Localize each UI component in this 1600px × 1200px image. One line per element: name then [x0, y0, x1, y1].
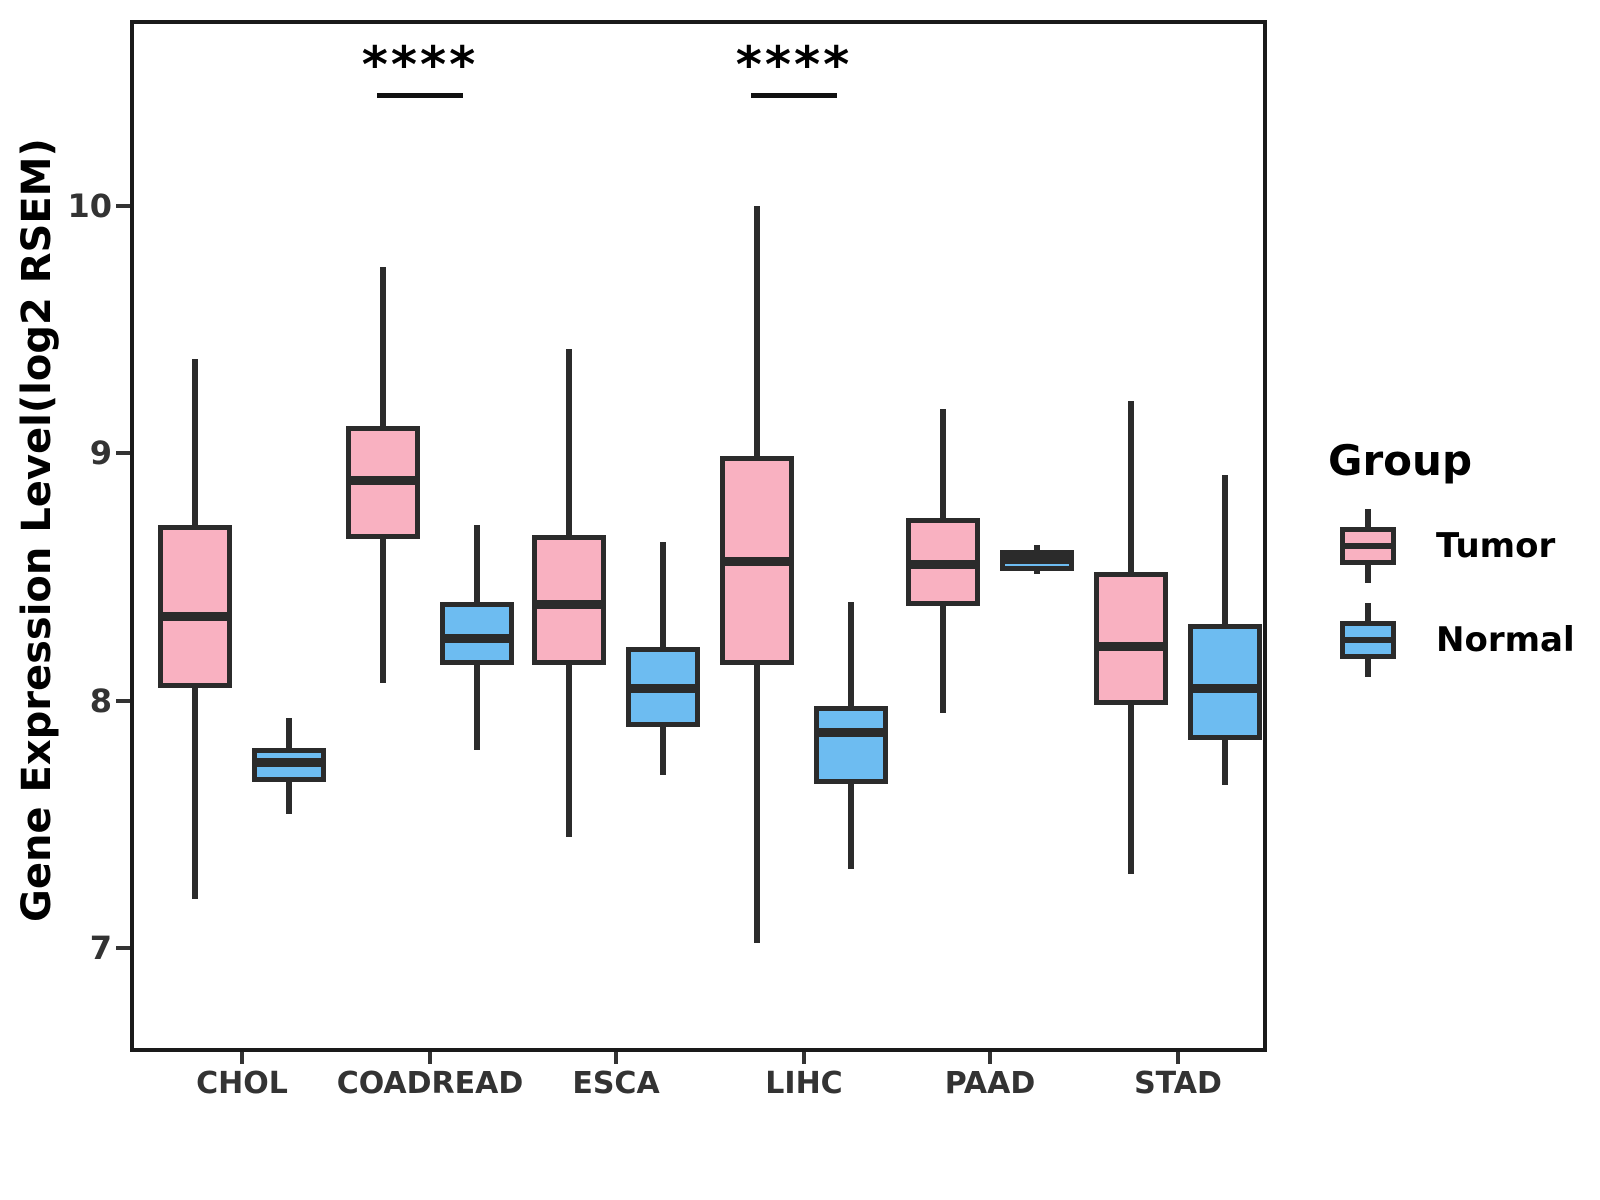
x-axis-label-STAD: STAD	[1134, 1066, 1222, 1101]
median-Normal-LIHC	[814, 728, 888, 738]
whisker-upper-Tumor-ESCA	[566, 349, 572, 538]
legend-title: Group	[1328, 436, 1473, 485]
median-Tumor-ESCA	[532, 599, 606, 609]
whisker-lower-Tumor-STAD	[1128, 703, 1134, 874]
median-Normal-PAAD	[1000, 555, 1074, 564]
whisker-upper-Normal-COADREAD	[474, 524, 480, 605]
x-axis-tick-STAD	[1176, 1052, 1180, 1064]
legend-item-normal: Normal	[1328, 601, 1575, 679]
y-axis-tick-7	[116, 946, 130, 951]
box-Tumor-CHOL	[158, 525, 232, 688]
median-Tumor-PAAD	[906, 559, 980, 569]
whisker-upper-Normal-STAD	[1222, 475, 1228, 627]
tumor-boxplot-key-icon	[1328, 507, 1408, 585]
x-axis-label-ESCA: ESCA	[572, 1066, 660, 1101]
whisker-lower-Normal-LIHC	[848, 782, 854, 869]
y-axis-tick-8	[116, 698, 130, 703]
y-axis-title: Gene Expression Level(log2 RSEM)	[14, 138, 60, 922]
x-axis-tick-PAAD	[988, 1052, 992, 1064]
whisker-upper-Normal-ESCA	[660, 542, 666, 649]
significance-bar-LIHC	[751, 93, 837, 98]
median-Normal-ESCA	[626, 683, 700, 693]
median-Tumor-LIHC	[720, 557, 794, 567]
median-Tumor-CHOL	[158, 611, 232, 621]
median-Tumor-COADREAD	[346, 475, 420, 485]
x-axis-tick-LIHC	[802, 1052, 806, 1064]
whisker-lower-Normal-PAAD	[1034, 569, 1040, 575]
box-Normal-COADREAD	[440, 602, 514, 666]
whisker-lower-Normal-ESCA	[660, 725, 666, 775]
significance-bar-COADREAD	[377, 93, 463, 98]
whisker-lower-Tumor-PAAD	[940, 604, 946, 713]
box-Normal-LIHC	[814, 706, 888, 785]
x-axis-label-CHOL: CHOL	[196, 1066, 288, 1101]
whisker-upper-Tumor-PAAD	[940, 408, 946, 520]
legend-label-normal: Normal	[1436, 620, 1575, 660]
whisker-lower-Tumor-COADREAD	[380, 537, 386, 684]
whisker-lower-Tumor-LIHC	[754, 663, 760, 944]
x-axis-tick-CHOL	[240, 1052, 244, 1064]
plot-panel	[130, 20, 1267, 1052]
x-axis-label-PAAD: PAAD	[944, 1066, 1036, 1101]
legend-item-tumor: Tumor	[1328, 507, 1575, 585]
y-tick-label-9: 9	[89, 434, 112, 473]
median-Tumor-STAD	[1094, 641, 1168, 651]
y-axis-tick-9	[116, 451, 130, 456]
legend-label-tumor: Tumor	[1436, 526, 1556, 566]
whisker-lower-Normal-CHOL	[286, 779, 292, 815]
x-axis-label-COADREAD: COADREAD	[336, 1066, 524, 1101]
whisker-upper-Normal-PAAD	[1034, 544, 1040, 553]
whisker-upper-Tumor-COADREAD	[380, 267, 386, 429]
whisker-upper-Normal-CHOL	[286, 717, 292, 751]
whisker-lower-Normal-STAD	[1222, 737, 1228, 785]
y-tick-label-8: 8	[89, 681, 112, 720]
median-Normal-COADREAD	[440, 634, 514, 644]
y-tick-label-10: 10	[67, 186, 112, 225]
x-axis-label-LIHC: LIHC	[765, 1066, 843, 1101]
significance-asterisks-LIHC: ****	[735, 36, 853, 94]
x-axis-tick-COADREAD	[428, 1052, 432, 1064]
whisker-lower-Normal-COADREAD	[474, 663, 480, 751]
y-tick-label-7: 7	[89, 929, 112, 968]
significance-asterisks-COADREAD: ****	[361, 36, 479, 94]
x-axis-tick-ESCA	[614, 1052, 618, 1064]
whisker-lower-Tumor-ESCA	[566, 663, 572, 837]
median-Normal-STAD	[1188, 683, 1262, 693]
box-Normal-STAD	[1188, 624, 1262, 740]
whisker-upper-Normal-LIHC	[848, 601, 854, 708]
legend: Group Tumor Normal	[1328, 436, 1575, 695]
whisker-lower-Tumor-CHOL	[192, 685, 198, 899]
whisker-upper-Tumor-CHOL	[192, 359, 198, 528]
median-Normal-CHOL	[252, 757, 326, 767]
y-axis-tick-10	[116, 203, 130, 208]
whisker-upper-Tumor-STAD	[1128, 401, 1134, 575]
whisker-upper-Tumor-LIHC	[754, 205, 760, 459]
box-Tumor-STAD	[1094, 572, 1168, 706]
normal-boxplot-key-icon	[1328, 601, 1408, 679]
